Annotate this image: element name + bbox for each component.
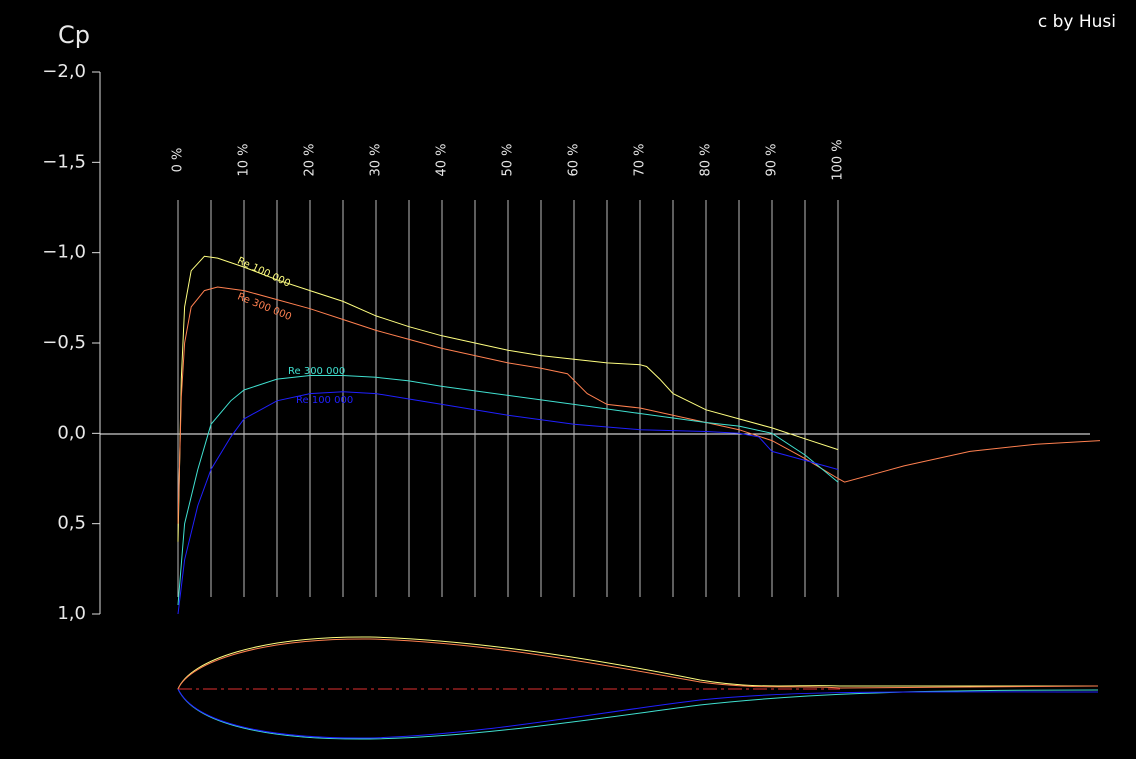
x-tick-label: 40 % <box>435 143 450 176</box>
y-tick-label: −2,0 <box>42 61 86 82</box>
x-tick-label: 80 % <box>699 143 714 176</box>
y-axis-label: Cp <box>58 21 90 49</box>
y-tick-label: 0,5 <box>57 513 86 534</box>
x-tick-label: 70 % <box>633 143 648 176</box>
x-tick-label: 0 % <box>171 148 186 173</box>
y-tick-label: −1,0 <box>42 242 86 263</box>
x-tick-label: 90 % <box>765 143 780 176</box>
x-tick-label: 60 % <box>567 143 582 176</box>
x-tick-label: 100 % <box>831 139 846 180</box>
credit: c by Husi <box>1038 12 1116 32</box>
y-tick-label: −0,5 <box>42 332 86 353</box>
series-label: Re 100 000 <box>296 395 353 406</box>
y-tick-label: 0,0 <box>57 422 86 443</box>
airfoil <box>177 636 1099 740</box>
x-tick-label: 30 % <box>369 143 384 176</box>
series-line <box>177 286 1101 524</box>
series-label: Re 300 000 <box>288 366 345 377</box>
x-tick-label: 50 % <box>501 143 516 176</box>
series-line <box>177 391 839 615</box>
y-tick-label: −1,5 <box>42 151 86 172</box>
series-line <box>177 255 839 542</box>
x-tick-label: 10 % <box>237 143 252 176</box>
y-tick-label: 1,0 <box>57 603 86 624</box>
series-line <box>177 375 839 606</box>
x-tick-label: 20 % <box>303 143 318 176</box>
